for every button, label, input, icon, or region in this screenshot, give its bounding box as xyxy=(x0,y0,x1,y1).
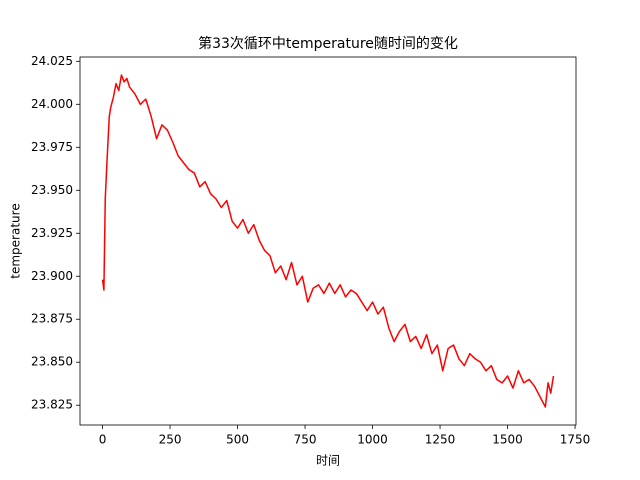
x-tick-label: 1750 xyxy=(560,433,591,447)
chart-title: 第33次循环中temperature随时间的变化 xyxy=(198,35,458,52)
y-tick-label: 23.975 xyxy=(31,140,73,154)
plot-frame xyxy=(79,56,577,426)
y-tick-label: 23.825 xyxy=(31,398,73,412)
data-line xyxy=(101,74,555,408)
y-tick-label: 23.850 xyxy=(31,355,73,369)
x-tick-label: 1250 xyxy=(425,433,456,447)
x-tick-label: 1000 xyxy=(357,433,388,447)
x-axis-label: 时间 xyxy=(316,454,340,468)
y-tick-label: 24.025 xyxy=(31,54,73,68)
y-tick-label: 23.925 xyxy=(31,226,73,240)
y-axis-label: temperature xyxy=(9,203,23,278)
x-tick-label: 250 xyxy=(159,433,182,447)
y-tick-label: 23.875 xyxy=(31,312,73,326)
x-tick-label: 0 xyxy=(99,433,107,447)
y-tick-label: 24.000 xyxy=(31,97,73,111)
x-tick-label: 1500 xyxy=(492,433,523,447)
x-tick-label: 500 xyxy=(226,433,249,447)
y-tick-label: 23.950 xyxy=(31,183,73,197)
y-tick-label: 23.900 xyxy=(31,269,73,283)
x-tick-label: 750 xyxy=(294,433,317,447)
